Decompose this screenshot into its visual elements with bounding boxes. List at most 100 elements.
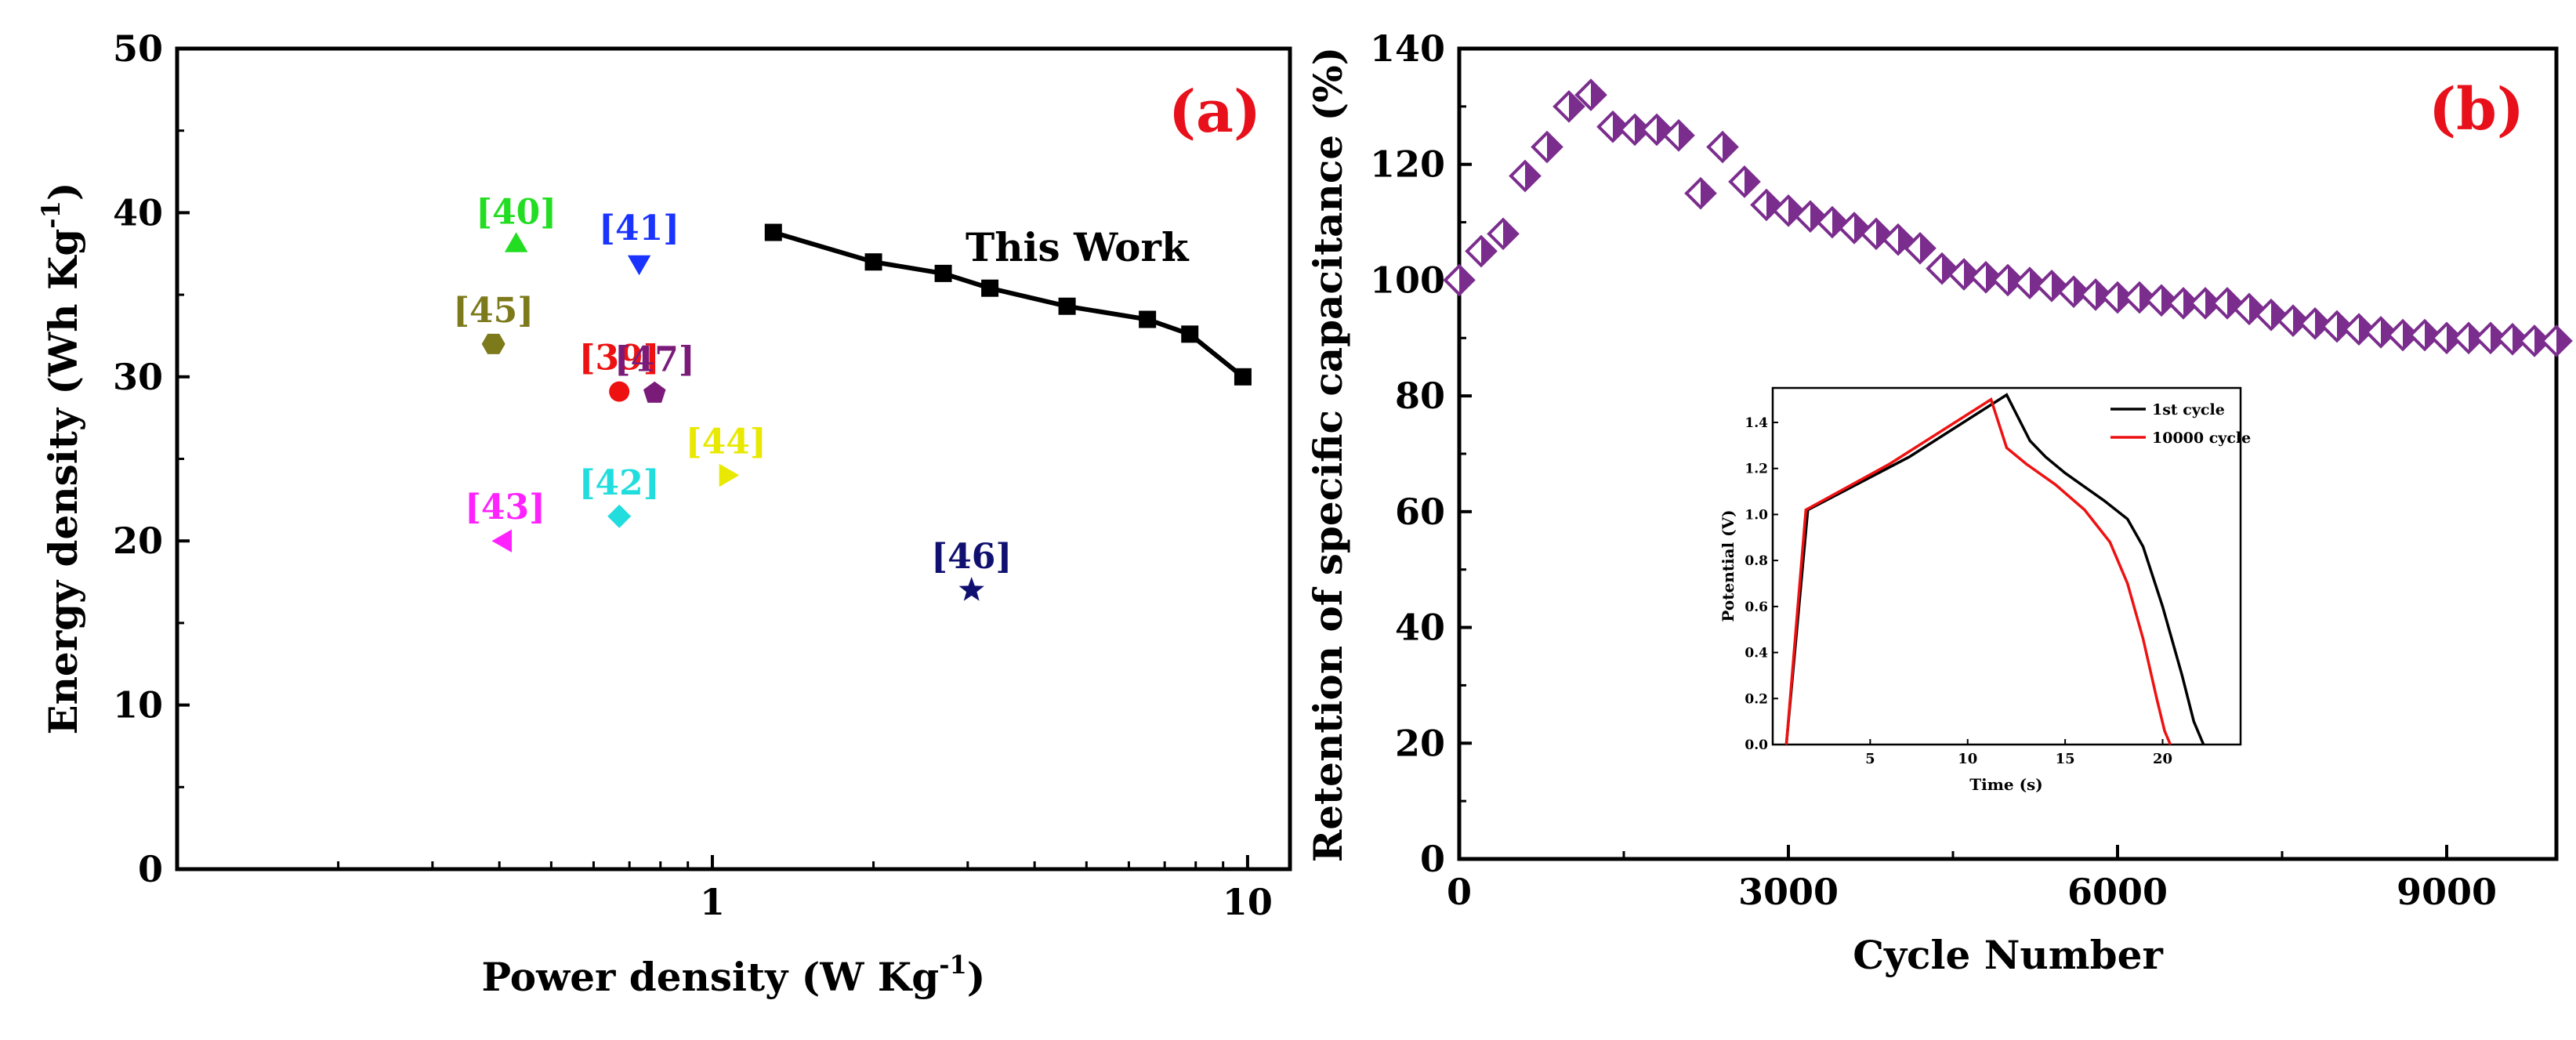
retention-diamond-fill [1525, 161, 1539, 190]
retention-diamond-fill [2381, 317, 2395, 346]
ref-marker [481, 333, 505, 354]
retention-diamond-fill [2293, 306, 2307, 335]
ref-marker [643, 381, 666, 403]
retention-diamond-fill [2359, 315, 2373, 344]
retention-diamond-fill [2227, 288, 2241, 317]
retention-point [1969, 260, 2002, 294]
this-work-point [934, 264, 952, 282]
inset-x-tick-label: 15 [2056, 751, 2075, 767]
y-tick-label: 50 [113, 27, 163, 70]
panel-a-marks: This Work [40] [41] [45] [39][47] [44] [42] [43… [453, 192, 1252, 601]
inset-charge-discharge: 0.0 0.2 0.4 0.6 0.8 1.0 1.2 1.4 5 10 15 20 1st cycl… [1719, 382, 2253, 795]
ref-marker [609, 381, 630, 402]
this-work-point [1181, 325, 1199, 343]
retention-diamond-fill [2315, 309, 2329, 338]
retention-point [1596, 110, 1629, 143]
ref-label: [44] [686, 422, 766, 462]
x-tick-label: 6000 [2067, 871, 2168, 913]
retention-diamond-fill [1920, 234, 1934, 263]
retention-point [2123, 281, 2156, 314]
panel-a-axes: 0 10 20 30 40 50 1 10 [113, 27, 1273, 923]
retention-diamond-fill [1810, 202, 1824, 231]
y-tick-label: 20 [113, 520, 163, 562]
ref-marker [504, 232, 528, 252]
y-tick-label: 40 [1395, 607, 1445, 649]
retention-diamond-fill [1898, 225, 1912, 254]
retention-point [2342, 313, 2375, 346]
retention-point [2540, 324, 2573, 357]
retention-point [2145, 284, 2178, 317]
retention-point [1728, 165, 1761, 198]
retention-point [1860, 217, 1893, 251]
ref-marker [491, 529, 512, 553]
inset-y-tick-label: 0.4 [1745, 646, 1768, 661]
retention-diamond-fill [2271, 300, 2285, 329]
retention-point [1882, 223, 1915, 256]
panel-b-axes: 0 20 40 60 80 100 120 140 0 3000 6000 9000 [1370, 27, 2497, 913]
retention-diamond-fill [1459, 266, 1473, 295]
panel-a-x-axis-label: Power density (W Kg-1) [482, 950, 986, 1000]
inset-marks: 1st cycle 10000 cycle [1784, 393, 2251, 745]
inset-legend-label: 10000 cycle [2152, 429, 2251, 447]
x-tick-label: 0 [1447, 871, 1472, 913]
this-work-point [864, 253, 882, 271]
retention-point [1706, 130, 1739, 164]
retention-point [1662, 118, 1695, 152]
ref-marker [958, 577, 984, 601]
retention-diamond-fill [2337, 312, 2351, 341]
inset-curve-2 [1784, 397, 2172, 745]
inset-y-tick-label: 0.6 [1745, 600, 1768, 615]
inset-y-tick-label: 1.0 [1745, 507, 1768, 523]
retention-point [1947, 258, 1980, 291]
retention-diamond-fill [1569, 92, 1583, 121]
retention-diamond-fill [2008, 266, 2022, 295]
y-tick-label: 140 [1370, 27, 1445, 70]
retention-point [1991, 263, 2024, 297]
retention-point [2057, 275, 2090, 309]
retention-point [1684, 176, 1717, 210]
retention-diamond-fill [2513, 324, 2527, 353]
y-tick-label: 120 [1370, 143, 1445, 186]
retention-diamond-fill [1481, 237, 1495, 266]
y-tick-label: 100 [1370, 259, 1445, 301]
retention-diamond-fill [1832, 208, 1846, 237]
y-tick-label: 0 [138, 848, 163, 890]
y-tick-label: 60 [1395, 491, 1445, 533]
retention-point [2496, 322, 2529, 356]
retention-diamond-fill [2249, 295, 2263, 324]
retention-point [1443, 263, 1476, 297]
y-tick-label: 10 [113, 684, 163, 727]
retention-diamond-fill [1547, 132, 1561, 161]
retention-point [1552, 90, 1585, 123]
ref-label: [43] [465, 487, 545, 527]
inset-curve-1 [1784, 393, 2205, 745]
retention-point [2189, 287, 2222, 320]
panel-b-label: (b) [2429, 76, 2524, 143]
y-tick-label: 40 [113, 191, 163, 234]
retention-point [1574, 78, 1607, 111]
y-tick-label: 0 [1420, 838, 1445, 880]
inset-x-tick-label: 10 [1958, 751, 1977, 767]
inset-y-tick-label: 1.2 [1745, 462, 1768, 477]
retention-diamond-fill [1591, 81, 1605, 110]
retention-diamond-fill [2161, 286, 2176, 315]
retention-point [2299, 306, 2331, 340]
inset-y-tick-label: 0.0 [1745, 737, 1768, 753]
retention-diamond-fill [2052, 271, 2066, 300]
retention-diamond-fill [1657, 115, 1671, 144]
x-tick-label: 9000 [2397, 871, 2497, 913]
retention-diamond-fill [2425, 321, 2439, 350]
retention-diamond-fill [1942, 254, 1956, 283]
retention-diamond-fill [1854, 213, 1868, 242]
inset-y-tick-label: 1.4 [1745, 415, 1768, 431]
retention-diamond-fill [1766, 190, 1781, 219]
inset-x-axis-label: Time (s) [1969, 775, 2043, 794]
inset-legend-label: 1st cycle [2152, 401, 2225, 419]
panel-a-label: (a) [1168, 78, 1261, 146]
inset-x-tick-label: 5 [1865, 751, 1875, 767]
x-tick-label: 3000 [1738, 871, 1839, 913]
retention-diamond-fill [1723, 132, 1737, 161]
retention-diamond-fill [1701, 179, 1715, 208]
panel-b-y-axis-label: Retention of specific capacitance (%) [1305, 47, 1351, 863]
